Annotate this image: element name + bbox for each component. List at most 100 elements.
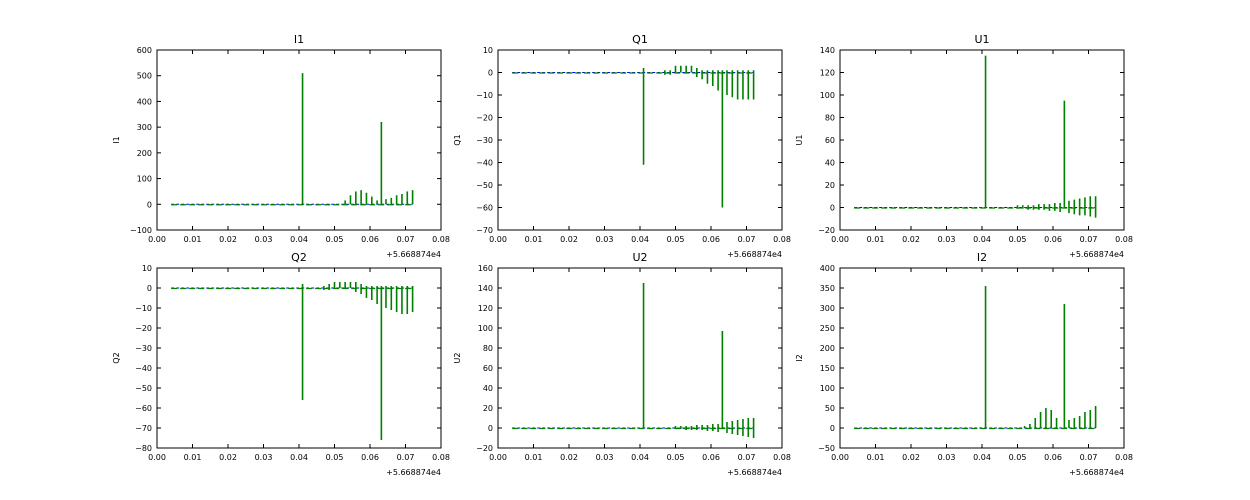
x-tick-label: 0.03 <box>938 235 956 244</box>
subplot-q2: Q2 Q2 0.00 0.01 0.02 0.03 0.04 0.05 0.06 0.07 0.08… <box>112 251 450 477</box>
y-tick-label: 0 <box>830 424 835 433</box>
x-offset-label: +5.668874e4 <box>727 250 782 259</box>
x-tick-label: 0.02 <box>560 453 578 462</box>
chart-title: I2 <box>977 251 987 264</box>
x-tick-label: 0.00 <box>148 235 166 244</box>
y-tick-label: 300 <box>820 304 835 313</box>
y-tick-label: 40 <box>483 384 493 393</box>
y-tick-label: 150 <box>820 364 835 373</box>
x-tick-label: 0.03 <box>255 453 273 462</box>
y-tick-label: −50 <box>135 384 152 393</box>
x-tick-label: 0.02 <box>560 235 578 244</box>
chart-title: U2 <box>632 251 647 264</box>
x-tick-label: 0.08 <box>1115 453 1133 462</box>
x-tick-label: 0.06 <box>1044 235 1062 244</box>
subplot-q1: Q1 Q1 0.00 0.01 0.02 0.03 0.04 0.05 0.06 0.07 0.08… <box>453 33 791 259</box>
x-tick-label: 0.03 <box>255 235 273 244</box>
y-tick-label: 400 <box>820 264 835 273</box>
x-tick-label: 0.03 <box>596 453 614 462</box>
y-tick-label: 600 <box>137 46 152 55</box>
subplot-i1: I1 I1 0.00 0.01 0.02 0.03 0.04 0.05 0.06 0.07 0.08… <box>112 33 450 259</box>
x-tick-label: 0.01 <box>184 453 202 462</box>
y-tick-label: 250 <box>820 324 835 333</box>
y-axis-label: Q2 <box>112 352 121 363</box>
y-tick-label: −60 <box>476 204 493 213</box>
y-tick-label: 40 <box>825 159 835 168</box>
y-tick-label: 200 <box>820 344 835 353</box>
y-tick-label: 10 <box>142 264 152 273</box>
y-tick-label: 120 <box>478 304 493 313</box>
y-tick-label: 350 <box>820 284 835 293</box>
y-tick-label: 120 <box>820 69 835 78</box>
x-tick-label: 0.06 <box>1044 453 1062 462</box>
y-tick-label: −20 <box>476 114 493 123</box>
y-tick-label: −20 <box>818 226 835 235</box>
y-tick-label: 200 <box>137 149 152 158</box>
y-tick-label: −70 <box>135 424 152 433</box>
y-tick-label: 60 <box>483 364 493 373</box>
chart-title: Q1 <box>632 33 648 46</box>
x-tick-label: 0.05 <box>1009 235 1027 244</box>
plot-area <box>839 49 1125 231</box>
x-tick-label: 0.07 <box>397 453 415 462</box>
x-tick-label: 0.08 <box>773 235 791 244</box>
subplot-i2: I2 I2 0.00 0.01 0.02 0.03 0.04 0.05 0.06 0.07 0.08… <box>795 251 1133 477</box>
x-tick-label: 0.04 <box>973 235 991 244</box>
y-tick-label: 140 <box>478 284 493 293</box>
y-axis-label: U1 <box>795 135 804 146</box>
x-tick-label: 0.05 <box>667 453 685 462</box>
x-tick-label: 0.07 <box>738 235 756 244</box>
x-tick-label: 0.03 <box>938 453 956 462</box>
x-tick-label: 0.01 <box>525 235 543 244</box>
x-tick-label: 0.01 <box>184 235 202 244</box>
y-axis-label: I2 <box>795 354 804 361</box>
y-tick-label: 400 <box>137 97 152 106</box>
x-tick-label: 0.02 <box>902 453 920 462</box>
y-tick-label: 0 <box>488 69 493 78</box>
chart-title: Q2 <box>291 251 307 264</box>
x-tick-label: 0.05 <box>667 235 685 244</box>
x-tick-label: 0.00 <box>831 453 849 462</box>
y-tick-label: −50 <box>476 181 493 190</box>
y-tick-label: −40 <box>135 364 152 373</box>
plot-area <box>839 267 1125 449</box>
y-tick-label: −10 <box>135 304 152 313</box>
plot-area <box>156 267 442 449</box>
y-tick-label: −30 <box>135 344 152 353</box>
x-tick-label: 0.01 <box>525 453 543 462</box>
x-tick-label: 0.04 <box>973 453 991 462</box>
y-axis-label: U2 <box>453 353 462 364</box>
x-tick-label: 0.04 <box>631 453 649 462</box>
y-tick-label: −40 <box>476 159 493 168</box>
plot-area <box>497 49 783 231</box>
y-tick-label: 100 <box>137 175 152 184</box>
y-tick-label: −70 <box>476 226 493 235</box>
x-tick-label: 0.06 <box>702 453 720 462</box>
y-tick-label: 80 <box>483 344 493 353</box>
y-tick-label: −30 <box>476 136 493 145</box>
y-tick-label: 100 <box>820 91 835 100</box>
y-axis-label: I1 <box>112 136 121 143</box>
subplot-u2: U2 U2 0.00 0.01 0.02 0.03 0.04 0.05 0.06 0.07 0.08… <box>453 251 791 477</box>
x-tick-label: 0.05 <box>1009 453 1027 462</box>
plot-area <box>156 49 442 231</box>
y-tick-label: 140 <box>820 46 835 55</box>
y-tick-label: −80 <box>135 444 152 453</box>
x-tick-label: 0.06 <box>361 453 379 462</box>
x-tick-label: 0.04 <box>290 453 308 462</box>
y-tick-label: −20 <box>476 444 493 453</box>
x-offset-label: +5.668874e4 <box>1069 468 1124 477</box>
y-tick-label: 100 <box>478 324 493 333</box>
y-tick-label: −100 <box>130 226 152 235</box>
chart-title: U1 <box>974 33 989 46</box>
y-tick-label: 160 <box>478 264 493 273</box>
y-tick-label: 80 <box>825 114 835 123</box>
plot-area <box>497 267 783 449</box>
x-offset-label: +5.668874e4 <box>727 468 782 477</box>
y-tick-label: 20 <box>483 404 493 413</box>
y-tick-label: −20 <box>135 324 152 333</box>
y-tick-label: 20 <box>825 181 835 190</box>
x-offset-label: +5.668874e4 <box>1069 250 1124 259</box>
x-tick-label: 0.04 <box>290 235 308 244</box>
